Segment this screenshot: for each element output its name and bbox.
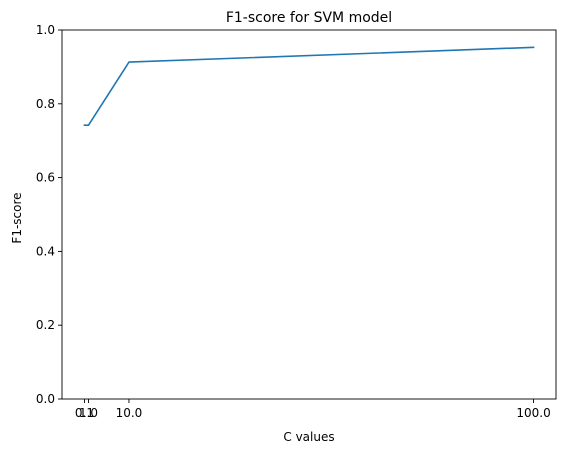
x-tick-label: 100.0 xyxy=(516,406,550,420)
y-tick-label: 0.8 xyxy=(36,97,55,111)
y-axis-label: F1-score xyxy=(10,192,24,243)
y-tick-label: 0.4 xyxy=(36,244,55,258)
x-tick-label: 1.0 xyxy=(79,406,98,420)
y-tick-label: 0.6 xyxy=(36,171,55,185)
y-tick-label: 0.0 xyxy=(36,392,55,406)
x-tick-label: 0.1 xyxy=(75,406,94,420)
x-axis-label: C values xyxy=(283,430,334,444)
series-line xyxy=(83,46,535,126)
y-tick-label: 1.0 xyxy=(36,23,55,37)
x-tick-label: 10.0 xyxy=(116,406,143,420)
axes-frame xyxy=(61,29,557,400)
chart-title: F1-score for SVM model xyxy=(226,10,392,26)
y-tick-label: 0.2 xyxy=(36,318,55,332)
plot-area: 0.11.0 10.0 100.00.00.20.40.60.81.0 xyxy=(36,23,557,420)
